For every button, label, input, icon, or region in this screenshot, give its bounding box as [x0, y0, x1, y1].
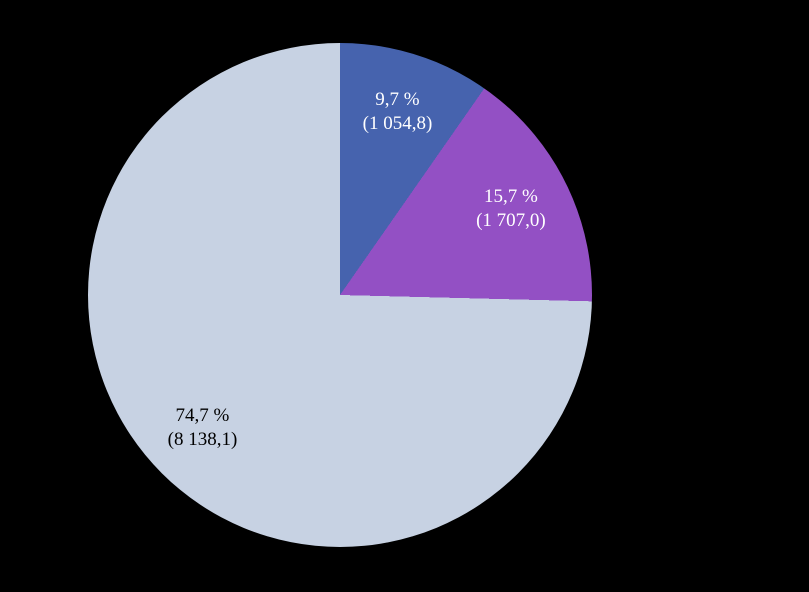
pie-plot-area [88, 43, 592, 547]
